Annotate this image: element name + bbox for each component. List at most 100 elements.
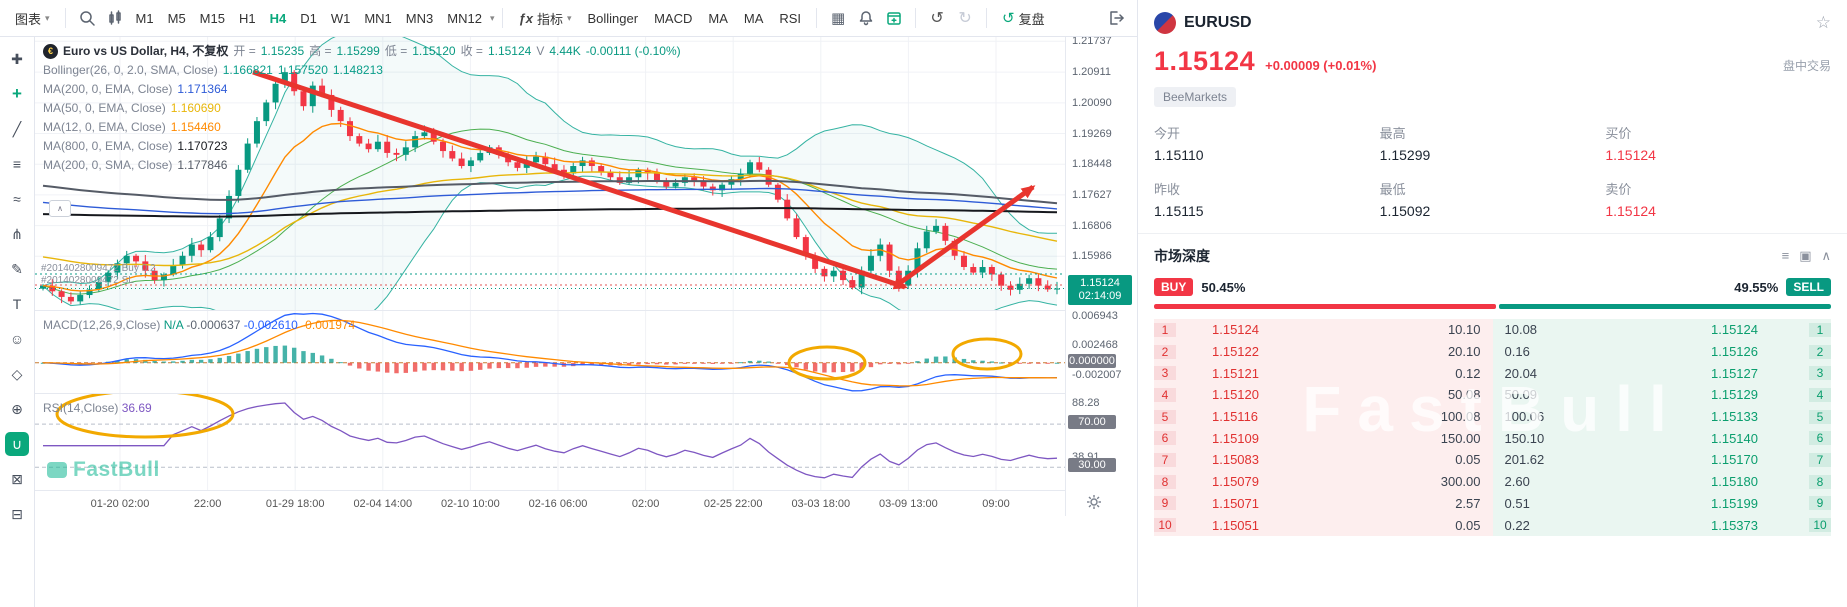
screener-icon[interactable] <box>102 5 128 31</box>
ask-side[interactable]: 201.62 1.15170 7 <box>1492 449 1831 471</box>
stat-value: 1.15124 <box>1605 147 1656 163</box>
ask-side[interactable]: 0.51 1.15199 9 <box>1492 492 1831 515</box>
fib-retracement-icon[interactable]: ≡ <box>12 156 22 172</box>
search-icon[interactable] <box>74 5 100 31</box>
settings-gear-icon[interactable] <box>1086 494 1102 513</box>
crosshair-icon[interactable]: ✚ <box>11 50 23 67</box>
depth-row-6[interactable]: 6 1.15109 150.00 150.10 1.15140 6 <box>1154 427 1831 450</box>
timeframe-m1[interactable]: M1 <box>135 10 154 26</box>
measure-icon[interactable]: ◇ <box>11 365 23 382</box>
bid-side[interactable]: 1 1.15124 10.10 <box>1154 319 1493 341</box>
undo-icon[interactable]: ↺ <box>930 10 944 27</box>
timeframe-m5[interactable]: M5 <box>167 10 186 26</box>
depth-row-1[interactable]: 1 1.15124 10.10 10.08 1.15124 1 <box>1154 319 1831 341</box>
eraser-icon[interactable]: ⊟ <box>11 505 23 522</box>
price-axis[interactable]: 1.15124 02:14:09 0.000000 70.00 30.00 1.… <box>1065 35 1138 516</box>
indicator-button-ma-2[interactable]: MA <box>708 10 728 26</box>
bid-side[interactable]: 6 1.15109 150.00 <box>1154 427 1493 450</box>
ask-side[interactable]: 0.16 1.15126 2 <box>1492 340 1831 363</box>
macd-pane[interactable]: MACD(12,26,9,Close) N/A -0.000637 -0.002… <box>35 310 1065 393</box>
rsi-pane[interactable]: RSI(14,Close) 36.69 FastBull <box>35 393 1065 490</box>
depth-row-3[interactable]: 3 1.15121 0.12 20.04 1.15127 3 <box>1154 362 1831 385</box>
indicators-button[interactable]: ƒx 指标 ▾ <box>511 5 578 32</box>
bid-side[interactable]: 4 1.15120 50.08 <box>1154 384 1493 406</box>
ask-price: 1.15373 <box>1711 517 1758 533</box>
ask-side[interactable]: 2.60 1.15180 8 <box>1492 470 1831 493</box>
emoji-icon[interactable]: ☺ <box>9 331 25 347</box>
depth-row-4[interactable]: 4 1.15120 50.08 50.09 1.15129 4 <box>1154 384 1831 406</box>
timeframe-mn3[interactable]: MN3 <box>405 10 434 26</box>
trendline-icon[interactable]: ╱ <box>12 120 22 137</box>
timeframe-mn12[interactable]: MN12 <box>447 10 482 26</box>
list-icon[interactable]: ≡ <box>1781 248 1790 263</box>
favorite-star-icon[interactable]: ☆ <box>1815 13 1831 32</box>
lock-icon[interactable]: ⊠ <box>11 470 23 487</box>
collapse-chevron-icon[interactable]: ∧ <box>1821 248 1831 263</box>
wave-icon[interactable]: ≈ <box>13 191 21 207</box>
ask-side[interactable]: 150.10 1.15140 6 <box>1492 427 1831 450</box>
ask-side[interactable]: 100.06 1.15133 5 <box>1492 405 1831 428</box>
chart-menu-button[interactable]: 图表 ▾ <box>8 5 57 32</box>
sell-badge: SELL <box>1786 278 1831 296</box>
depth-row-9[interactable]: 9 1.15071 2.57 0.51 1.15199 9 <box>1154 492 1831 515</box>
bid-side[interactable]: 2 1.15122 20.10 <box>1154 340 1493 363</box>
ask-side[interactable]: 0.22 1.15373 10 <box>1492 514 1831 536</box>
exit-fullscreen-icon[interactable] <box>1103 5 1129 31</box>
timeframe-mn1[interactable]: MN1 <box>364 10 392 26</box>
redo-icon[interactable]: ↻ <box>958 10 972 27</box>
rsi-chart[interactable] <box>35 394 1065 490</box>
text-icon[interactable]: T <box>12 296 22 312</box>
price-pane[interactable]: € Euro vs US Dollar, H4, 不复权 开 = 1.15235… <box>35 37 1065 310</box>
depth-row-2[interactable]: 2 1.15122 20.10 0.16 1.15126 2 <box>1154 340 1831 363</box>
alert-bell-icon[interactable] <box>853 5 879 31</box>
stat-label: 买价 <box>1605 126 1632 141</box>
broker-chip[interactable]: BeeMarkets <box>1154 87 1237 107</box>
legend-collapse-button[interactable]: ∧ <box>49 200 71 217</box>
bid-side[interactable]: 10 1.15051 0.05 <box>1154 514 1493 536</box>
indicator-button-rsi-4[interactable]: RSI <box>779 10 802 26</box>
macd-chart[interactable] <box>35 311 1065 393</box>
stat-4: 最低 1.15092 <box>1380 179 1606 219</box>
depth-row-10[interactable]: 10 1.15051 0.05 0.22 1.15373 10 <box>1154 514 1831 536</box>
bid-side[interactable]: 8 1.15079 300.00 <box>1154 470 1493 493</box>
depth-row-5[interactable]: 5 1.15116 100.08 100.06 1.15133 5 <box>1154 405 1831 428</box>
panel-icon[interactable]: ▣ <box>1799 248 1812 263</box>
stat-value: 1.15299 <box>1379 147 1431 163</box>
replay-button[interactable]: ↺ 复盘 <box>995 5 1052 32</box>
ask-side[interactable]: 50.09 1.15129 4 <box>1492 384 1831 406</box>
bid-side[interactable]: 3 1.15121 0.12 <box>1154 362 1493 385</box>
bid-price: 1.15124 <box>1212 322 1259 338</box>
ask-price: 1.15124 <box>1711 322 1758 338</box>
bid-side[interactable]: 9 1.15071 2.57 <box>1154 492 1493 515</box>
calendar-icon[interactable] <box>881 5 907 31</box>
ask-price: 1.15126 <box>1711 344 1758 360</box>
chart-area: € Euro vs US Dollar, H4, 不复权 开 = 1.15235… <box>35 35 1138 607</box>
bid-level: 7 <box>1154 452 1176 467</box>
time-label-1: 22:00 <box>193 498 222 510</box>
timeframe-h1[interactable]: H1 <box>238 10 256 26</box>
time-axis[interactable]: 01-20 02:00 22:00 01-29 18:00 02-04 14:00 02… <box>35 490 1065 517</box>
timeframe-h4[interactable]: H4 <box>269 10 287 26</box>
timeframe-m15[interactable]: M15 <box>199 10 225 26</box>
bid-side[interactable]: 5 1.15116 100.08 <box>1154 405 1493 428</box>
depth-row-8[interactable]: 8 1.15079 300.00 2.60 1.15180 8 <box>1154 470 1831 493</box>
zoom-in-icon[interactable]: ⊕ <box>11 400 23 417</box>
brush-icon[interactable]: ✎ <box>11 260 23 277</box>
candlestick-chart[interactable] <box>35 37 1065 310</box>
time-label-0: 01-20 02:00 <box>90 498 150 510</box>
bid-side[interactable]: 7 1.15083 0.05 <box>1154 449 1493 471</box>
depth-row-7[interactable]: 7 1.15083 0.05 201.62 1.15170 7 <box>1154 449 1831 471</box>
timeframe-w1[interactable]: W1 <box>330 10 351 26</box>
toolbar-divider <box>986 8 988 28</box>
timeframe-d1[interactable]: D1 <box>300 10 317 26</box>
indicator-button-bollinger-0[interactable]: Bollinger <box>587 10 639 26</box>
magnet-icon[interactable]: ∪ <box>5 432 29 456</box>
timeframe-more-chevron-icon[interactable]: ▾ <box>489 12 495 23</box>
ask-side[interactable]: 20.04 1.15127 3 <box>1492 362 1831 385</box>
layout-grid-icon[interactable]: ▦ <box>830 10 846 27</box>
indicator-button-macd-1[interactable]: MACD <box>654 10 693 26</box>
ask-side[interactable]: 10.08 1.15124 1 <box>1492 319 1831 341</box>
indicator-button-ma-3[interactable]: MA <box>743 10 764 26</box>
pitchfork-icon[interactable]: ⋔ <box>11 225 23 242</box>
add-icon[interactable]: + <box>12 84 22 103</box>
